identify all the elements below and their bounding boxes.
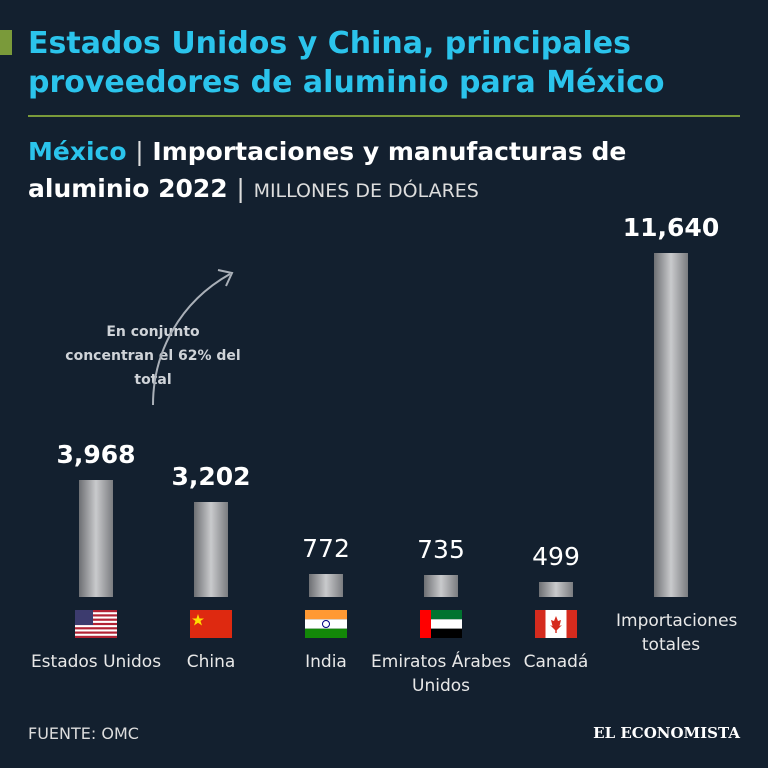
bar bbox=[309, 574, 343, 597]
annotation: En conjunto concentran el 62% del total bbox=[65, 324, 241, 388]
separator: | bbox=[236, 174, 245, 203]
category-label: Importaciones totales bbox=[616, 611, 738, 655]
value-label: 772 bbox=[302, 534, 350, 564]
flag-china bbox=[190, 610, 232, 638]
bar bbox=[539, 582, 573, 597]
flag-usa bbox=[75, 610, 117, 638]
separator: | bbox=[135, 137, 144, 166]
category-label: Canadá bbox=[523, 652, 589, 672]
subtitle-text: Importaciones y manufacturas de aluminio… bbox=[28, 137, 627, 203]
accent bbox=[0, 30, 12, 55]
subtitle-unit: MILLONES DE DÓLARES bbox=[253, 180, 479, 202]
flag-canada bbox=[535, 610, 577, 638]
rule bbox=[28, 115, 740, 117]
bar bbox=[79, 479, 113, 597]
category-label: India bbox=[305, 652, 347, 672]
category-label: Emiratos Árabes Unidos bbox=[371, 652, 511, 696]
source: FUENTE: OMC bbox=[28, 724, 139, 743]
subtitle-country: México bbox=[28, 137, 127, 166]
flag-india bbox=[305, 610, 347, 638]
bar bbox=[194, 502, 228, 597]
value-label: 735 bbox=[417, 535, 465, 565]
arrow bbox=[152, 269, 234, 406]
value-label: 11,640 bbox=[622, 213, 720, 242]
title: Estados Unidos y China, principales prov… bbox=[28, 26, 665, 100]
category-label: China bbox=[186, 652, 236, 672]
value-label: 3,968 bbox=[56, 439, 136, 469]
bar bbox=[424, 575, 458, 597]
subtitle: México | Importaciones y manufacturas de… bbox=[28, 133, 688, 210]
category-label: Estados Unidos bbox=[30, 652, 162, 672]
flag-uae bbox=[420, 610, 462, 638]
value-label: 499 bbox=[532, 542, 580, 572]
bar bbox=[654, 253, 688, 597]
brand: EL ECONOMISTA bbox=[593, 724, 740, 742]
value-label: 3,202 bbox=[171, 462, 251, 492]
